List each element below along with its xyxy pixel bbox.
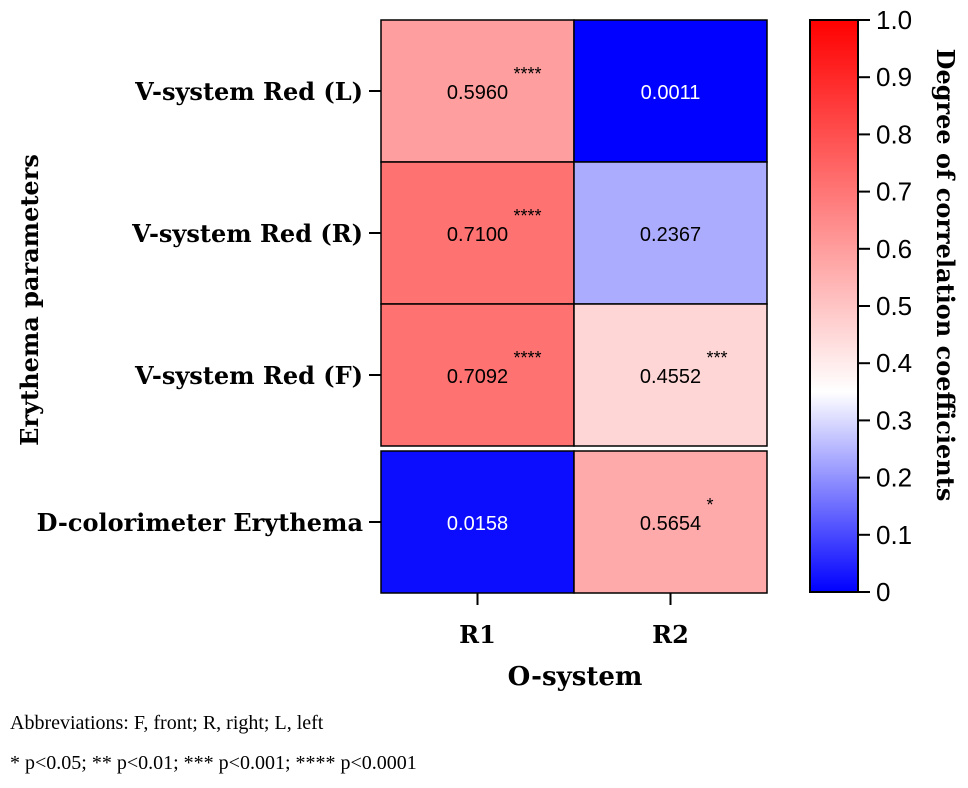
heatmap-cell: [380, 303, 575, 447]
colorbar-tick-label: 0: [876, 577, 890, 607]
column-label: R1: [459, 620, 496, 649]
footnote-significance: * p<0.05; ** p<0.01; *** p<0.001; **** p…: [10, 752, 417, 774]
colorbar-tick-label: 0.1: [876, 520, 912, 550]
column-label: R2: [652, 620, 689, 649]
cell-value: 0.0011: [641, 82, 701, 104]
heatmap-cell: [380, 19, 575, 163]
heatmap-cell: [573, 450, 768, 594]
colorbar-tick-label: 0.8: [876, 119, 912, 149]
column-labels: R1 R2: [459, 593, 689, 649]
row-label: V-system Red (F): [134, 361, 363, 390]
significance-marker: ****: [514, 64, 542, 84]
colorbar-tick-label: 0.7: [876, 177, 912, 207]
row-label: V-system Red (L): [134, 77, 363, 106]
cell-value: 0.0158: [447, 513, 508, 535]
x-axis-label: O-system: [508, 662, 643, 692]
colorbar: [809, 19, 859, 593]
heatmap-cell: [573, 161, 768, 305]
colorbar-tick-label: 0.9: [876, 62, 912, 92]
cell-value: 0.4552: [640, 366, 701, 388]
significance-marker: ****: [514, 206, 542, 226]
cell-value: 0.5654: [640, 513, 701, 535]
cell-value: 0.7100: [447, 224, 508, 246]
colorbar-tick-label: 0.3: [876, 405, 912, 435]
colorbar-ticks: 0 0.1 0.2 0.3 0.4 0.5 0.6 0.7 0.8 0.9 1.0: [858, 5, 912, 607]
heatmap-cell: [380, 161, 575, 305]
row-labels: V-system Red (L) V-system Red (R) V-system…: [37, 77, 381, 537]
colorbar-tick-label: 0.6: [876, 234, 912, 264]
significance-marker: *: [707, 495, 714, 515]
colorbar-tick-label: 1.0: [876, 5, 912, 35]
heatmap-cell: [573, 303, 768, 447]
colorbar-tick-label: 0.2: [876, 463, 912, 493]
heatmap-cell: [573, 19, 768, 163]
row-label: D-colorimeter Erythema: [37, 508, 363, 537]
footnote-abbreviations: Abbreviations: F, front; R, right; L, le…: [10, 712, 324, 734]
colorbar-label: Degree of correlation coefficients: [931, 49, 960, 502]
significance-marker: ***: [707, 348, 728, 368]
colorbar-tick-label: 0.4: [876, 348, 912, 378]
y-axis-label: Erythema parameters: [15, 154, 44, 446]
cell-value: 0.2367: [640, 224, 701, 246]
row-label: V-system Red (R): [131, 219, 363, 248]
significance-marker: ****: [514, 348, 542, 368]
heatmap-cells: 0.5960****0.00110.7100****0.23670.7092**…: [380, 19, 768, 594]
cell-value: 0.7092: [447, 366, 508, 388]
cell-value: 0.5960: [447, 82, 508, 104]
colorbar-tick-label: 0.5: [876, 291, 912, 321]
